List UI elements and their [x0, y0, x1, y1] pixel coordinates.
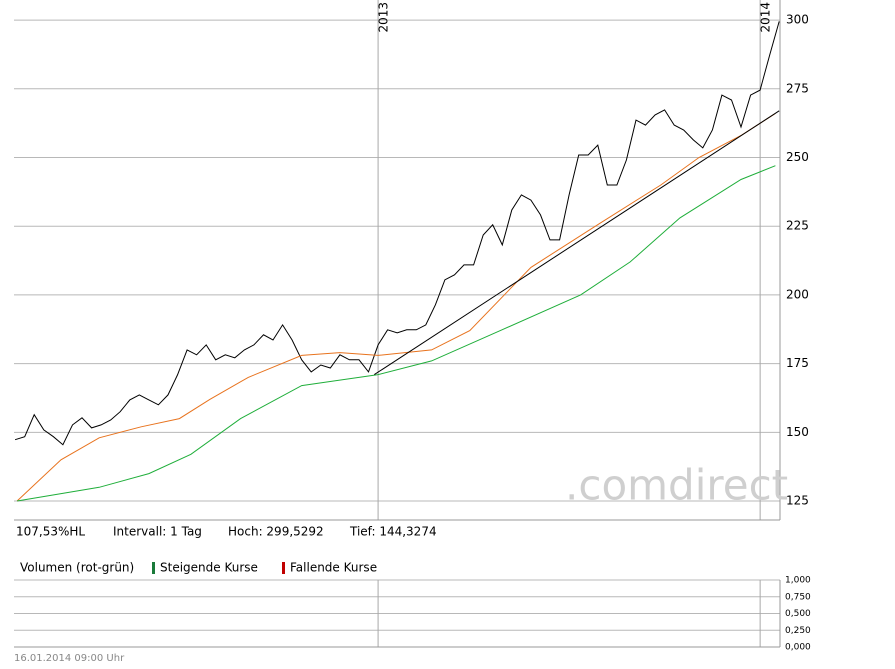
price-line	[16, 113, 776, 502]
legend-swatch	[152, 562, 155, 574]
x-tick-label: 2014	[759, 2, 773, 33]
watermark: .comdirect	[565, 461, 788, 510]
y-tick-label: 250	[786, 150, 809, 164]
info-text: Hoch: 299,5292	[228, 525, 324, 539]
y-tick-label: 125	[786, 494, 809, 508]
y-tick-label: 275	[786, 81, 809, 95]
info-text: Intervall: 1 Tag	[113, 525, 202, 539]
y-tick-label: 1,000	[785, 576, 811, 586]
y-tick-label: 225	[786, 219, 809, 233]
legend-label: Steigende Kurse	[160, 561, 258, 575]
info-text: 107,53%HL	[16, 525, 85, 539]
y-tick-label: 200	[786, 287, 809, 301]
y-tick-label: 0,500	[785, 609, 811, 619]
x-tick-label: 2013	[377, 2, 391, 33]
y-tick-label: 0,000	[785, 643, 811, 653]
y-tick-label: 150	[786, 425, 809, 439]
timestamp: 16.01.2014 09:00 Uhr	[14, 653, 125, 664]
price-line	[14, 21, 780, 446]
legend-swatch	[282, 562, 285, 574]
legend-title: Volumen (rot-grün)	[20, 561, 134, 575]
y-tick-label: 300	[786, 13, 809, 27]
info-text: Tief: 144,3274	[349, 525, 437, 539]
y-tick-label: 0,250	[785, 626, 811, 636]
y-tick-label: 175	[786, 356, 809, 370]
legend-label: Fallende Kurse	[290, 561, 377, 575]
price-line	[17, 165, 776, 502]
price-line	[374, 110, 780, 376]
y-tick-label: 0,750	[785, 592, 811, 602]
